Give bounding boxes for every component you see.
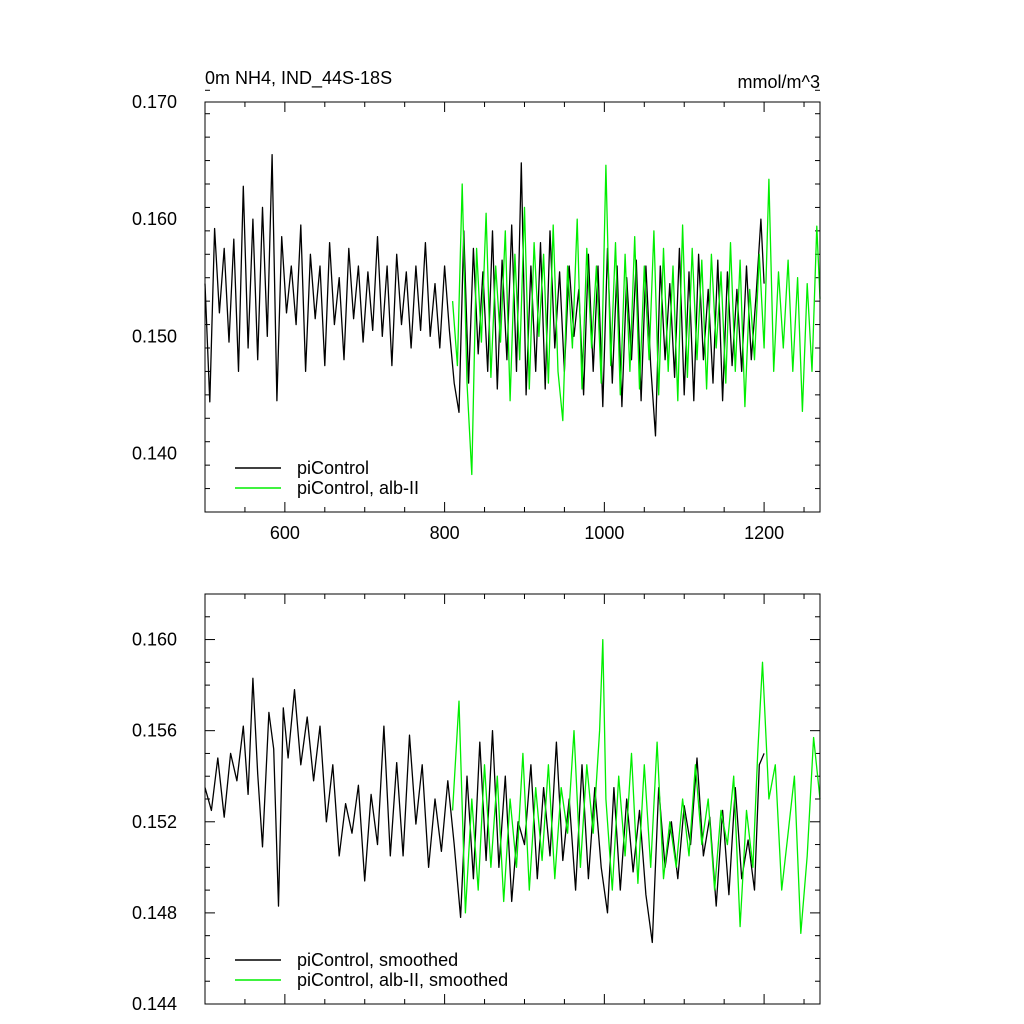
- y-tick-label: 0.150: [132, 326, 177, 346]
- units-label: mmol/m^3: [738, 72, 820, 92]
- bottom-panel: 0.144 0.148 0.152 0.156 0.160 piControl, smo…: [132, 593, 821, 1014]
- series-line-1: [451, 164, 821, 476]
- series-line-1: [451, 638, 821, 935]
- plot-frame: [204, 101, 821, 513]
- legend-label: piControl, alb-II: [297, 478, 419, 498]
- y-tick-label: 0.148: [132, 903, 177, 923]
- axis-ticks: [204, 593, 820, 1005]
- series-line-0: [204, 154, 765, 437]
- x-tick-label: 600: [270, 523, 300, 543]
- plot-frame: [204, 593, 821, 1005]
- axis-ticks: [204, 89, 820, 513]
- tick-labels: 600 800 1000 1200 0.140 0.150 0.160 0.170: [132, 92, 784, 543]
- legend-label: piControl: [297, 458, 369, 478]
- y-tick-label: 0.152: [132, 812, 177, 832]
- y-tick-label: 0.170: [132, 92, 177, 112]
- tick-labels: 0.144 0.148 0.152 0.156 0.160: [132, 630, 177, 1014]
- series-lines: [204, 638, 821, 944]
- x-tick-label: 1000: [584, 523, 624, 543]
- series-line-0: [204, 677, 765, 944]
- y-tick-label: 0.140: [132, 443, 177, 463]
- x-tick-label: 1200: [744, 523, 784, 543]
- y-tick-label: 0.160: [132, 209, 177, 229]
- top-panel: 0m NH4, IND_44S-18S mmol/m^3 600 800 1000 1…: [132, 68, 821, 543]
- y-tick-label: 0.156: [132, 721, 177, 741]
- y-tick-label: 0.160: [132, 630, 177, 650]
- legend-label: piControl, smoothed: [297, 950, 458, 970]
- series-lines: [204, 154, 821, 476]
- chart-title: 0m NH4, IND_44S-18S: [205, 68, 392, 89]
- x-tick-label: 800: [430, 523, 460, 543]
- y-tick-label: 0.144: [132, 994, 177, 1014]
- legend-label: piControl, alb-II, smoothed: [297, 970, 508, 990]
